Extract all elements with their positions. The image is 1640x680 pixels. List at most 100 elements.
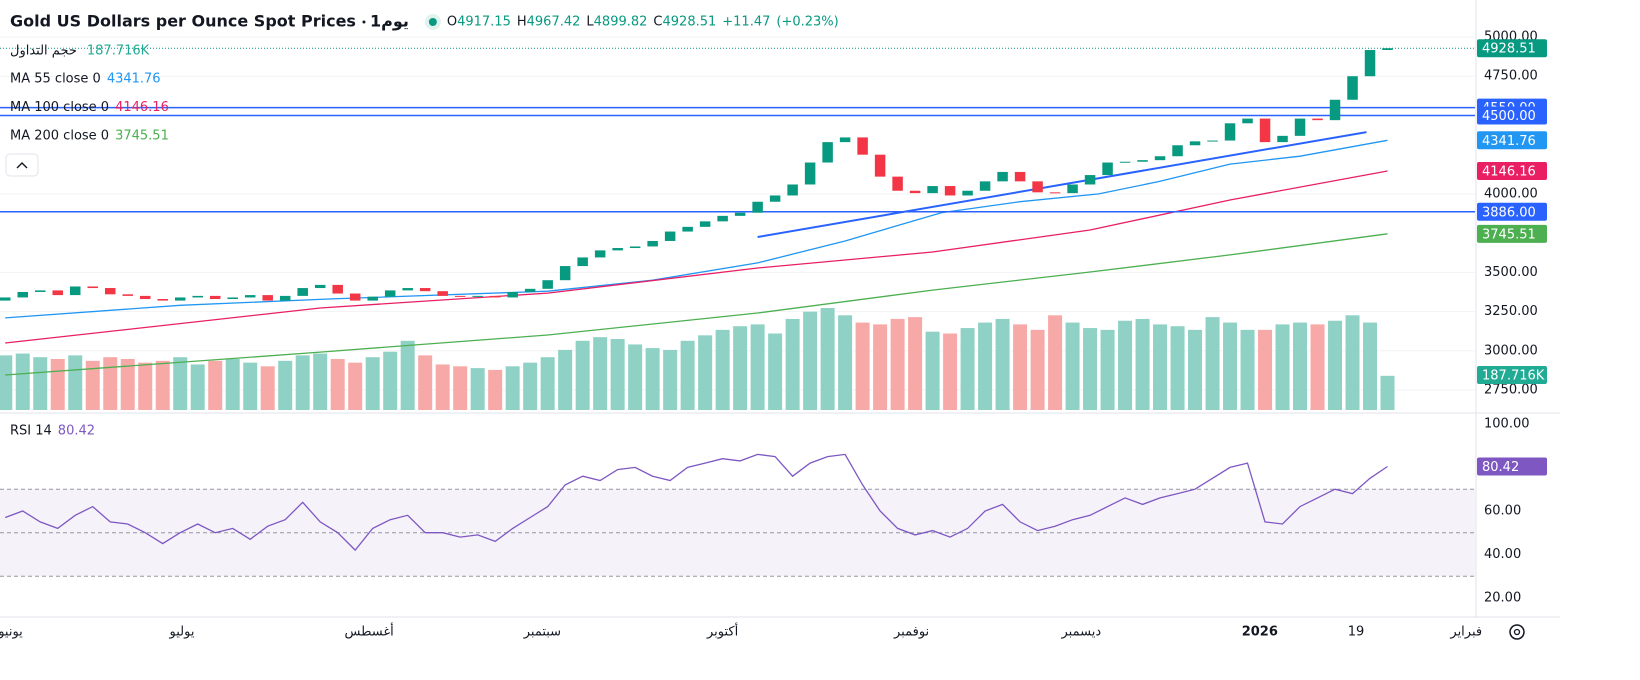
candle-body: [244, 295, 256, 298]
collapse-button[interactable]: [5, 153, 39, 177]
ohlc-value: 4967.42: [527, 15, 581, 30]
legend-name: MA 200 close 0: [10, 129, 109, 144]
volume-bar: [1328, 320, 1343, 410]
candle-body: [314, 284, 326, 289]
volume-bar: [1345, 315, 1360, 410]
badge-label: 4341.76: [1482, 134, 1536, 149]
volume-bar: [750, 324, 765, 410]
volume-bar: [628, 344, 643, 410]
volume-bar: [1310, 324, 1325, 410]
candle-body: [1364, 50, 1376, 77]
volume-bar: [68, 355, 83, 410]
legend-value: 4341.76: [107, 72, 161, 87]
rsi-tick-label: 60.00: [1484, 503, 1521, 518]
settings-icon[interactable]: [1509, 624, 1525, 640]
candle-body: [437, 291, 448, 296]
x-tick-label: نوفمبر: [893, 625, 929, 640]
volume-bar: [1380, 375, 1395, 410]
volume-bar: [523, 362, 538, 410]
volume-bar: [820, 308, 835, 410]
candle-body: [349, 293, 361, 301]
badge-box: [1477, 457, 1547, 476]
ma-line: [5, 233, 1388, 376]
volume-bar: [663, 349, 678, 410]
legend-name: RSI 14: [10, 424, 52, 439]
ma-line: [5, 139, 1388, 319]
candle-body: [1277, 135, 1288, 143]
volume-bar: [208, 360, 223, 410]
candle-body: [1382, 48, 1393, 50]
volume-bar: [1223, 322, 1238, 410]
volume-bar: [943, 333, 958, 410]
volume-bar: [610, 338, 625, 410]
candle-body: [507, 291, 518, 298]
volume-bar: [925, 331, 940, 410]
candle-body: [1294, 118, 1306, 136]
separator-dot: [362, 20, 366, 24]
price-badge: 3886.00: [1477, 202, 1547, 221]
badge-label: 4500.00: [1482, 109, 1536, 124]
volume-bar: [1240, 329, 1255, 410]
candle-body: [192, 295, 203, 298]
candle-body: [87, 286, 98, 289]
volume-bar: [978, 322, 993, 410]
legend-value: 80.42: [58, 424, 95, 439]
candle-body: [227, 297, 238, 300]
x-tick-label: 19: [1348, 625, 1365, 640]
volume-bar: [645, 348, 660, 410]
candle-body: [1102, 162, 1113, 176]
badge-label: 187.716K: [1482, 369, 1545, 384]
volume-bar: [908, 317, 923, 410]
volume-bar: [715, 329, 730, 410]
volume-bar: [0, 355, 13, 410]
candle-body: [17, 291, 28, 298]
interval: 1يوم: [370, 12, 409, 31]
volume-bar: [488, 369, 503, 410]
volume-bar: [190, 364, 205, 410]
ma-line: [5, 170, 1388, 344]
volume-bar: [873, 324, 888, 410]
volume-bar: [50, 359, 65, 410]
candle-body: [384, 290, 396, 297]
volume-bar: [1275, 324, 1290, 410]
volume-bar: [418, 355, 433, 410]
candle-body: [839, 137, 851, 143]
volume-bar: [33, 357, 48, 410]
volume-bar: [1135, 318, 1150, 410]
badge-label: 80.42: [1482, 460, 1519, 475]
volume-bar: [540, 357, 555, 410]
volume-bar: [225, 359, 240, 410]
badge-box: [1477, 131, 1547, 150]
candle-body: [559, 266, 571, 281]
badge-label: 3886.00: [1482, 205, 1536, 220]
y-tick-label: 4000.00: [1484, 186, 1538, 201]
rsi-line: [4, 453, 1388, 552]
x-tick-label: يوليو: [169, 625, 195, 640]
volume-bar: [453, 366, 468, 410]
candle-body: [367, 296, 378, 301]
volume-bar: [1258, 329, 1273, 410]
volume-bar: [733, 326, 748, 410]
candle-body: [209, 295, 221, 300]
candle-body: [1067, 184, 1078, 194]
x-tick-label: ديسمبر: [1061, 625, 1102, 640]
volume-bar: [243, 362, 258, 410]
volume-bar: [803, 311, 818, 410]
badge-label: 4146.16: [1482, 164, 1536, 179]
candle-body: [1224, 123, 1236, 141]
x-tick-label: سبتمبر: [523, 625, 561, 640]
volume-bar: [558, 349, 573, 410]
candle-body: [332, 284, 343, 294]
candle-body: [874, 154, 886, 177]
volume-bar: [470, 368, 485, 410]
candle-body: [804, 162, 816, 185]
x-tick-label: يونيو: [0, 625, 23, 640]
volume-bar: [15, 353, 30, 410]
candle-body: [402, 288, 413, 291]
candle-body: [1329, 99, 1341, 121]
candle-body: [1014, 171, 1026, 182]
badge-label: 4928.51: [1482, 42, 1536, 57]
volume-bar: [1293, 322, 1308, 410]
volume-bar: [383, 351, 398, 410]
